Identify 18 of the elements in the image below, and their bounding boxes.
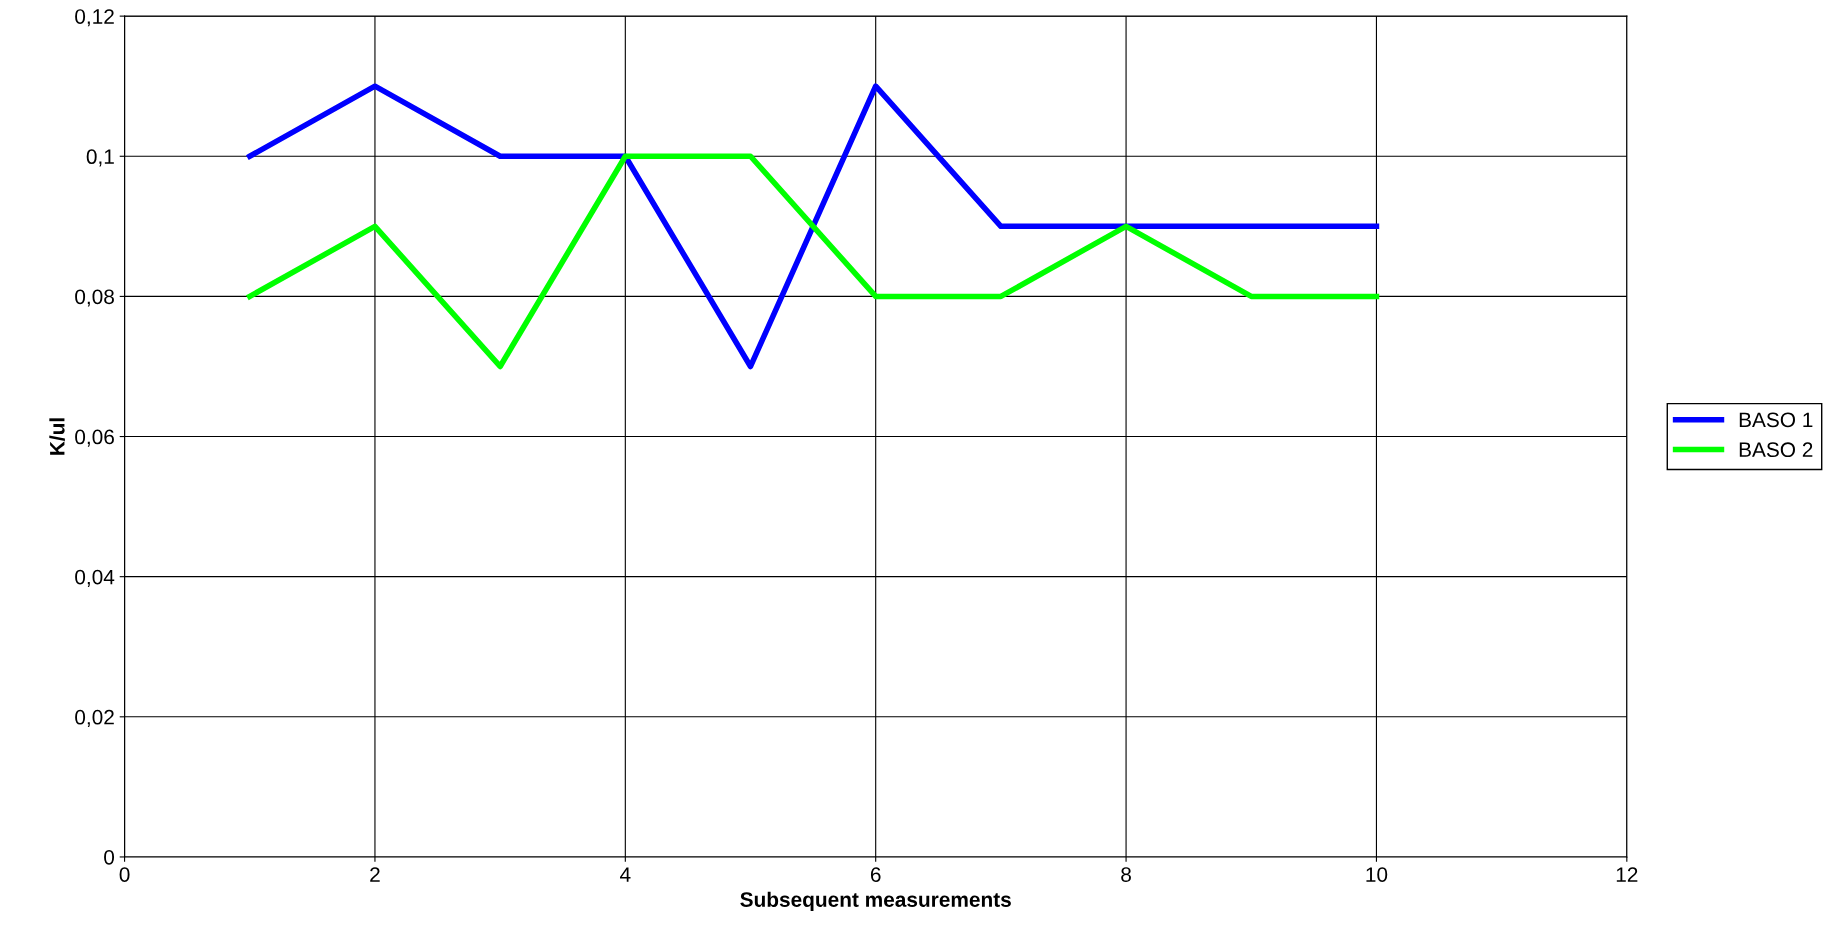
x-tick-label: 0 [119, 867, 130, 882]
y-tick-label: 0,12 [75, 9, 114, 27]
x-tick-label: 2 [370, 867, 380, 882]
y-tick-label: 0,04 [75, 569, 115, 587]
x-tick-label: 4 [620, 867, 631, 882]
x-tick-label: 12 [1616, 867, 1638, 882]
y-tick-label: 0,02 [75, 709, 114, 728]
legend-label: BASO 1 [1739, 412, 1813, 428]
x-axis-title: Subsequent measurements [740, 891, 1011, 912]
x-tick-label: 6 [870, 867, 881, 882]
x-tick-label: 10 [1366, 867, 1388, 882]
y-axis-title: K/ul [49, 418, 65, 455]
legend-label: BASO 2 [1739, 442, 1813, 458]
x-tick-label: 8 [1121, 867, 1131, 882]
y-tick-label: 0,1 [86, 149, 114, 167]
y-tick-label: 0 [104, 849, 115, 865]
y-tick-label: 0,06 [75, 429, 114, 447]
y-tick-label: 0,08 [75, 289, 114, 307]
